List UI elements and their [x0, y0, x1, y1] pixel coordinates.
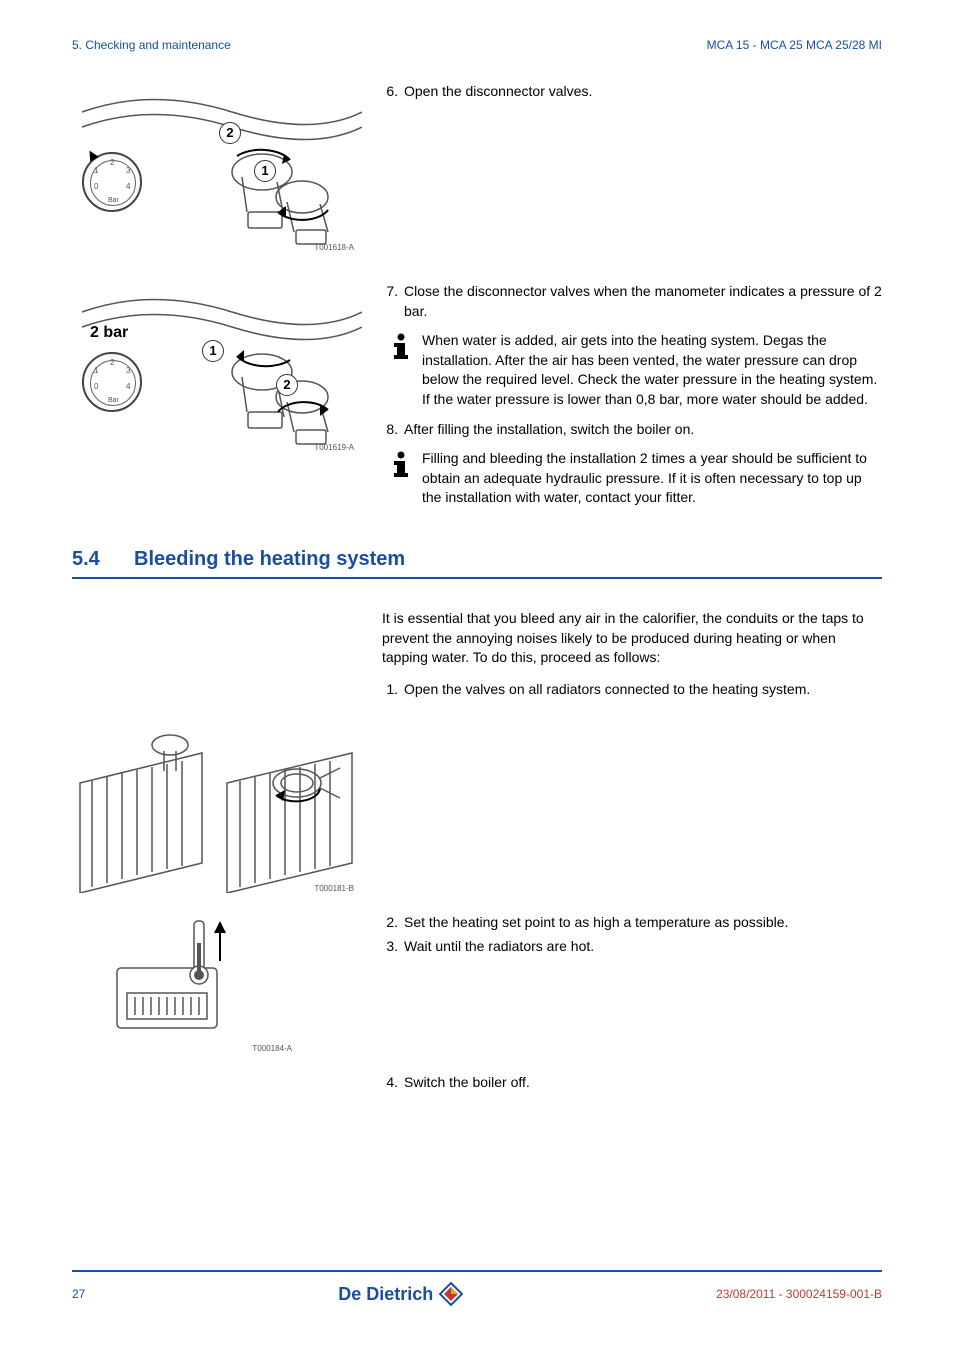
figure-radiator: T000181-B — [72, 723, 362, 893]
bleed-step-2: 2. Set the heating set point to as high … — [382, 913, 882, 933]
step-text: Open the valves on all radiators connect… — [404, 680, 810, 700]
step-6: 6. Open the disconnector valves. — [382, 82, 882, 102]
callout-1: 1 — [202, 340, 224, 362]
info-note-2: Filling and bleeding the installation 2 … — [382, 449, 882, 508]
step-text: Set the heating set point to as high a t… — [404, 913, 788, 933]
step-text: Close the disconnector valves when the m… — [404, 282, 882, 321]
info-icon — [382, 331, 422, 409]
figure-valves-open: Bar 0 1 2 3 4 2 1 T001618-A — [72, 82, 362, 252]
info-note-1: When water is added, air gets into the h… — [382, 331, 882, 409]
figure-ref: T000181-B — [314, 884, 354, 893]
step-number: 6. — [382, 82, 404, 102]
footer-rule — [72, 1270, 882, 1273]
brand-diamond-icon — [439, 1282, 463, 1306]
header-right: MCA 15 - MCA 25 MCA 25/28 MI — [707, 38, 882, 52]
page-number: 27 — [72, 1287, 85, 1301]
bleed-step-4: 4. Switch the boiler off. — [382, 1073, 882, 1093]
callout-2: 2 — [219, 122, 241, 144]
callout-2: 2 — [276, 374, 298, 396]
section-heading: 5.4 Bleeding the heating system — [72, 548, 882, 579]
section-title: Bleeding the heating system — [134, 548, 405, 571]
header-left: 5. Checking and maintenance — [72, 38, 231, 52]
step-number: 7. — [382, 282, 404, 321]
callout-1: 1 — [254, 160, 276, 182]
page-footer: 27 De Dietrich 23/08/2011 - 300024159-00… — [72, 1270, 882, 1307]
section-number: 5.4 — [72, 548, 134, 571]
pressure-label: 2 bar — [90, 324, 128, 342]
bleed-step-1: 1. Open the valves on all radiators conn… — [382, 680, 882, 700]
figure-thermostat: T000184-A — [102, 913, 262, 1053]
step-text: Wait until the radiators are hot. — [404, 937, 594, 957]
step-number: 8. — [382, 420, 404, 440]
step-text: Switch the boiler off. — [404, 1073, 530, 1093]
step-number: 4. — [382, 1073, 404, 1093]
brand-logo: De Dietrich — [338, 1282, 463, 1306]
figure-ref: T001619-A — [314, 443, 354, 452]
figure-ref: T001618-A — [314, 243, 354, 252]
page-header: 5. Checking and maintenance MCA 15 - MCA… — [72, 38, 882, 52]
radiator-svg — [72, 723, 362, 893]
gauge-unit: Bar — [108, 397, 119, 404]
bleed-intro: It is essential that you bleed any air i… — [382, 609, 882, 668]
pressure-gauge-2bar: Bar 0 1 2 3 4 — [82, 352, 142, 412]
info-icon — [382, 449, 422, 508]
bleed-step-3: 3. Wait until the radiators are hot. — [382, 937, 882, 957]
step-text: After filling the installation, switch t… — [404, 420, 694, 440]
figure-ref: T000184-A — [252, 1044, 292, 1053]
step-7: 7. Close the disconnector valves when th… — [382, 282, 882, 321]
step-8: 8. After filling the installation, switc… — [382, 420, 882, 440]
figure-valves-close: Bar 0 1 2 3 4 2 bar 1 2 T001619-A — [72, 282, 362, 452]
step-number: 1. — [382, 680, 404, 700]
thermostat-svg — [102, 913, 262, 1053]
step-text: Open the disconnector valves. — [404, 82, 592, 102]
info-text: When water is added, air gets into the h… — [422, 331, 882, 409]
info-text: Filling and bleeding the installation 2 … — [422, 449, 882, 508]
brand-name: De Dietrich — [338, 1284, 433, 1305]
gauge-unit: Bar — [108, 197, 119, 204]
step-number: 3. — [382, 937, 404, 957]
step-number: 2. — [382, 913, 404, 933]
doc-reference: 23/08/2011 - 300024159-001-B — [716, 1287, 882, 1301]
